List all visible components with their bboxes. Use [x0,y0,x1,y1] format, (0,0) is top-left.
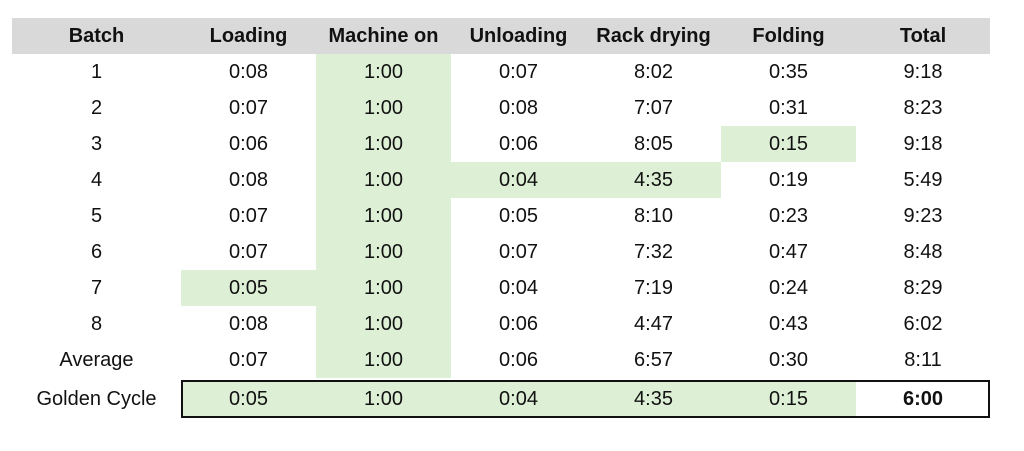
cell-rack-drying: 6:57 [634,348,673,371]
header-row: Batch Loading Machine on Unloading Rack dryi… [12,18,990,54]
cell-unloading: 0:07 [499,60,538,83]
cell-machine-on: 1:00 [316,306,451,342]
cell-total: 9:18 [903,60,943,83]
cell-folding: 0:15 [721,126,856,162]
column-header-loading: Loading [181,18,316,54]
cell-unloading: 0:06 [499,132,538,155]
column-header-batch: Batch [12,18,181,54]
cell-folding: 0:24 [769,276,808,299]
cell-rack-drying: 8:10 [634,204,673,227]
golden-cycle-row: Golden Cycle 0:05 1:00 0:04 4:35 0:15 6:00 [12,380,990,418]
cell-loading: 0:07 [229,96,268,119]
table-row: Average 0:07 1:00 0:06 6:57 0:30 8:11 [12,342,990,378]
cell-machine-on: 1:00 [316,126,451,162]
cell-rack-drying: 7:07 [634,96,673,119]
cell-machine-on: 1:00 [316,342,451,378]
cycle-time-table: Batch Loading Machine on Unloading Rack dryi… [12,18,990,418]
cell-machine-on: 1:00 [316,270,451,306]
column-header-machine-on: Machine on [316,18,451,54]
row-label: 5 [90,204,103,227]
cell-unloading: 0:04 [499,276,538,299]
row-label: 4 [90,168,103,191]
cell-unloading: 0:06 [499,348,538,371]
cell-machine-on: 1:00 [316,198,451,234]
cell-unloading: 0:06 [499,312,538,335]
column-header-rack-drying: Rack drying [586,18,721,54]
cell-total: 9:18 [903,132,943,155]
table-row: 7 0:05 1:00 0:04 7:19 0:24 8:29 [12,270,990,306]
cell-rack-drying: 8:05 [634,132,673,155]
cell-total: 8:11 [904,348,942,371]
cell-folding: 0:19 [769,168,808,191]
row-label: Golden Cycle [36,387,157,410]
cell-folding: 0:47 [769,240,808,263]
cell-unloading: 0:08 [499,96,538,119]
cell-unloading: 0:05 [499,204,538,227]
cell-machine-on: 1:00 [316,380,451,418]
cell-rack-drying: 7:32 [634,240,673,263]
cell-total: 8:29 [903,276,943,299]
cell-loading: 0:05 [181,380,316,418]
table-row: 3 0:06 1:00 0:06 8:05 0:15 9:18 [12,126,990,162]
cell-folding: 0:30 [769,348,808,371]
cell-machine-on: 1:00 [316,90,451,126]
cell-rack-drying: 8:02 [634,60,673,83]
cell-rack-drying: 7:19 [634,276,673,299]
table-row: 1 0:08 1:00 0:07 8:02 0:35 9:18 [12,54,990,90]
cell-loading: 0:08 [229,312,268,335]
row-label: Average [59,348,134,371]
cell-unloading: 0:04 [451,162,586,198]
column-header-total: Total [856,18,990,54]
cell-loading: 0:06 [229,132,268,155]
row-label: 7 [90,276,103,299]
cell-loading: 0:07 [229,204,268,227]
cell-loading: 0:07 [229,348,268,371]
table-row: 6 0:07 1:00 0:07 7:32 0:47 8:48 [12,234,990,270]
cell-folding: 0:43 [769,312,808,335]
cell-unloading: 0:07 [499,240,538,263]
table-row: 8 0:08 1:00 0:06 4:47 0:43 6:02 [12,306,990,342]
cell-loading: 0:08 [229,168,268,191]
table-row: 5 0:07 1:00 0:05 8:10 0:23 9:23 [12,198,990,234]
cell-machine-on: 1:00 [316,162,451,198]
cell-folding: 0:35 [769,60,808,83]
column-header-unloading: Unloading [451,18,586,54]
cell-rack-drying: 4:35 [586,162,721,198]
cell-total: 5:49 [903,168,943,191]
cell-total: 6:02 [903,312,943,335]
cell-machine-on: 1:00 [316,54,451,90]
cell-loading: 0:08 [229,60,268,83]
cell-total: 8:48 [903,240,943,263]
cell-rack-drying: 4:47 [634,312,673,335]
column-header-folding: Folding [721,18,856,54]
cell-unloading: 0:04 [451,380,586,418]
row-label: 3 [90,132,103,155]
cell-folding: 0:15 [721,380,856,418]
cell-loading: 0:07 [229,240,268,263]
cell-machine-on: 1:00 [316,234,451,270]
cell-total: 9:23 [903,204,943,227]
row-label: 6 [90,240,103,263]
row-label: 8 [90,312,103,335]
row-label: 2 [90,96,103,119]
table-row: 4 0:08 1:00 0:04 4:35 0:19 5:49 [12,162,990,198]
cell-folding: 0:31 [769,96,808,119]
cell-total: 8:23 [903,96,943,119]
cell-rack-drying: 4:35 [586,380,721,418]
table-row: 2 0:07 1:00 0:08 7:07 0:31 8:23 [12,90,990,126]
cell-folding: 0:23 [769,204,808,227]
cell-loading: 0:05 [181,270,316,306]
row-label: 1 [90,60,103,83]
cell-total: 6:00 [902,387,944,410]
